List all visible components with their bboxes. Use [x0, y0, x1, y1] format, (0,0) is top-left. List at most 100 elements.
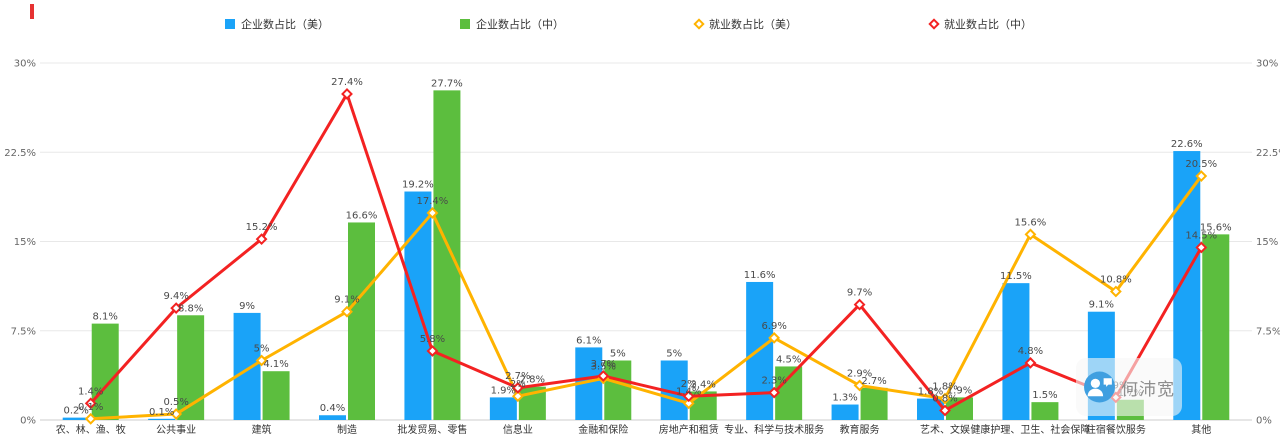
legend-swatch-cn-enterprise-icon	[460, 19, 470, 29]
data-label-cn-employment: 1.4%	[78, 386, 103, 397]
y-axis-tick-label-right: 7.5%	[1256, 326, 1280, 337]
data-label-cn-enterprise: 16.6%	[346, 210, 378, 221]
line-marker-cn-employment	[511, 381, 524, 394]
bar-us-enterprise	[1002, 283, 1030, 420]
line-marker-cn-employment	[682, 390, 695, 403]
bar-cn-enterprise	[946, 397, 973, 420]
line-marker-cn-employment	[426, 345, 439, 357]
data-label-us-employment: 20.5%	[1185, 159, 1217, 170]
line-us-employment	[89, 174, 1203, 421]
bar-cn-enterprise	[860, 387, 888, 420]
data-label-us-employment: 3.5%	[591, 361, 616, 372]
bar-cn-enterprise	[604, 360, 632, 420]
data-label-cn-employment: 3.7%	[591, 359, 616, 370]
data-label-cn-enterprise: 8.8%	[178, 303, 203, 314]
data-label-us-enterprise: 0.4%	[320, 403, 345, 414]
x-axis-category-label: 公共事业	[156, 423, 196, 436]
x-axis-category-label: 房地产和租赁	[659, 423, 719, 436]
data-label-cn-enterprise: 2.7%	[861, 376, 886, 387]
x-axis-category-label: 建筑	[252, 423, 272, 436]
legend-swatch-cn-employment-icon	[928, 18, 940, 30]
bar-cn-enterprise	[262, 371, 290, 420]
x-axis-category-label: 金融和保险	[578, 423, 628, 436]
line-marker-us-employment	[1109, 285, 1122, 298]
x-axis-category-label: 住宿餐饮服务	[1086, 423, 1146, 436]
bar-cn-enterprise	[91, 323, 119, 420]
x-axis-category-label: 信息业	[503, 423, 533, 436]
line-marker-us-employment	[939, 392, 951, 405]
line-marker-cn-employment	[853, 298, 866, 311]
legend-item-us-enterprise[interactable]: 企业数占比（美）	[225, 16, 460, 32]
legend: 企业数占比（美） 企业数占比（中） 就业数占比（美） 就业数占比（中）	[225, 16, 1165, 32]
line-marker-cn-employment	[170, 302, 183, 315]
line-marker-cn-employment	[1195, 241, 1208, 254]
data-label-us-enterprise: 1.3%	[832, 393, 857, 404]
data-label-us-enterprise: 1.9%	[491, 385, 516, 396]
data-label-cn-enterprise: 1.9%	[947, 385, 972, 396]
data-label-cn-enterprise: 4.1%	[263, 359, 288, 370]
data-label-us-employment: 1.8%	[932, 382, 957, 393]
data-label-us-employment: 0.5%	[163, 397, 188, 408]
bar-cn-enterprise	[177, 315, 205, 420]
data-label-us-employment: 2.9%	[847, 368, 872, 379]
bar-us-enterprise	[62, 417, 90, 420]
line-marker-us-employment	[1024, 228, 1037, 241]
data-label-us-employment: 1.4%	[676, 386, 701, 397]
legend-item-us-employment[interactable]: 就业数占比（美）	[693, 16, 930, 32]
data-label-cn-employment: 2.3%	[761, 376, 786, 387]
data-label-cn-employment: 27.4%	[331, 77, 363, 88]
line-marker-us-employment	[768, 331, 781, 344]
data-label-cn-employment: 0.8%	[932, 393, 957, 404]
bar-cn-enterprise	[433, 90, 461, 421]
data-label-us-employment: 10.8%	[1100, 274, 1132, 285]
line-marker-cn-employment	[768, 386, 781, 399]
data-label-cn-employment: 2%	[681, 379, 697, 390]
line-marker-us-employment	[853, 379, 866, 392]
data-label-cn-employment: 2.7%	[505, 371, 530, 382]
line-marker-cn-employment	[1024, 356, 1037, 369]
bar-cn-enterprise	[1031, 402, 1059, 420]
line-marker-us-employment	[426, 207, 439, 219]
data-label-us-enterprise: 0.1%	[149, 407, 174, 418]
x-axis-category-label: 专业、科学与技术服务	[724, 423, 824, 436]
data-label-us-enterprise: 22.6%	[1171, 139, 1203, 150]
x-axis-category-label: 健康护理、卫生、社会保障	[970, 423, 1090, 436]
x-axis-category-label: 艺术、文娱	[920, 423, 970, 436]
y-axis-tick-label-left: 30%	[14, 59, 36, 70]
line-marker-cn-employment	[255, 233, 268, 246]
legend-item-cn-enterprise[interactable]: 企业数占比（中）	[460, 16, 695, 32]
legend-label-cn-employment: 就业数占比（中）	[944, 18, 1032, 31]
data-label-us-enterprise: 19.2%	[402, 180, 434, 191]
y-axis-tick-label-right: 15%	[1256, 237, 1278, 248]
bar-us-enterprise	[148, 418, 176, 420]
watermark-text: 何沛宽	[1121, 379, 1175, 400]
line-marker-cn-employment	[597, 370, 610, 382]
data-label-cn-employment: 4.8%	[1018, 346, 1043, 357]
watermark: 何沛宽	[1076, 358, 1182, 416]
legend-label-us-employment: 就业数占比（美）	[709, 18, 797, 31]
data-label-us-employment: 9.1%	[334, 295, 359, 306]
data-label-us-enterprise: 9%	[239, 301, 255, 312]
line-marker-cn-employment	[939, 404, 951, 417]
legend-label-us-enterprise: 企业数占比（美）	[241, 18, 329, 31]
line-marker-us-employment	[341, 305, 353, 318]
line-marker-us-employment	[84, 412, 97, 425]
legend-swatch-us-enterprise-icon	[225, 19, 235, 29]
red-mark	[30, 4, 34, 19]
data-label-cn-employment: 9.7%	[847, 288, 872, 299]
data-label-us-enterprise: 11.6%	[744, 270, 776, 281]
legend-swatch-us-employment-icon	[693, 18, 705, 30]
x-axis-category-label: 教育服务	[840, 423, 880, 436]
data-label-us-employment: 2%	[510, 379, 526, 390]
bar-us-enterprise	[489, 397, 517, 420]
x-axis-category-label: 其他	[1191, 423, 1211, 436]
line-marker-cn-employment	[341, 88, 353, 100]
x-axis-category-label: 制造	[337, 423, 357, 436]
line-marker-us-employment	[682, 397, 695, 410]
data-label-us-enterprise: 1.8%	[918, 387, 943, 398]
legend-item-cn-employment[interactable]: 就业数占比（中）	[928, 16, 1165, 32]
data-label-us-employment: 6.9%	[761, 321, 786, 332]
y-axis-tick-label-left: 0%	[20, 416, 36, 427]
x-axis-category-label: 批发贸易、零售	[397, 423, 467, 436]
